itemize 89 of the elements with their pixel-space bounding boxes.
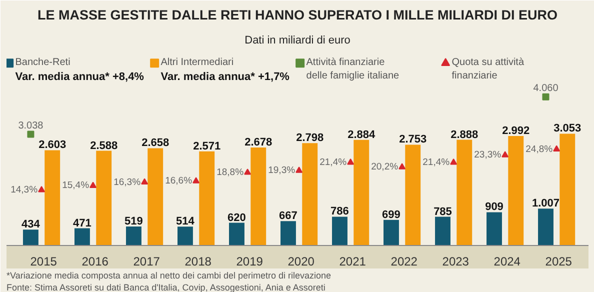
annotation: Var. media annua* +8,4% — [15, 71, 144, 84]
data-label: 909 — [485, 201, 504, 214]
data-label: 2.798 — [296, 132, 324, 144]
x-tick-label: 2025 — [545, 254, 572, 268]
point — [141, 178, 148, 184]
x-tick-label: 2020 — [288, 254, 315, 268]
x-tick-label: 2018 — [184, 254, 212, 268]
data-label: 18,8% — [216, 167, 244, 178]
point — [38, 186, 46, 192]
data-label: 2.603 — [38, 139, 66, 152]
data-label: 21,4% — [422, 156, 450, 168]
data-label: 2.571 — [193, 140, 221, 152]
bar — [250, 147, 266, 246]
data-label: 471 — [73, 217, 92, 230]
data-label: 3.038 — [18, 120, 44, 132]
data-label: 2.678 — [244, 136, 272, 148]
chart-subtitle: Dati in miliardi di euro — [244, 34, 350, 46]
data-label: 3.053 — [554, 122, 582, 135]
bar — [486, 212, 502, 246]
data-label: 21,4% — [320, 156, 348, 168]
data-label: 620 — [228, 212, 246, 224]
legend-label: Altri Intermediari — [160, 57, 234, 68]
legend-label: Quota su attività finanziarie — [452, 57, 524, 82]
bar — [199, 151, 215, 246]
data-label: 434 — [22, 218, 41, 231]
bar — [229, 222, 244, 246]
bar — [384, 220, 399, 246]
bar — [126, 226, 142, 246]
bar — [456, 140, 472, 246]
x-tick-label: 2017 — [133, 254, 160, 268]
bar — [96, 150, 112, 246]
bar — [405, 144, 421, 246]
data-label: 16,3% — [114, 176, 142, 188]
data-label: 24,8% — [526, 144, 554, 155]
x-tick-label: 2016 — [82, 254, 109, 268]
text: *Variazione media composta annua al netto dei cambi del perimetro di rilevazione — [6, 270, 332, 280]
annotation: Var. media annua* +1,7% — [160, 71, 290, 84]
bar — [354, 140, 370, 246]
point — [553, 145, 560, 152]
data-label: 2.658 — [142, 137, 170, 150]
data-label: 14,3% — [10, 184, 38, 196]
data-label: 519 — [124, 216, 143, 228]
bar — [508, 136, 524, 246]
bar — [177, 226, 193, 246]
bar — [302, 143, 318, 246]
point — [90, 182, 97, 188]
point — [450, 158, 458, 165]
legend-label: Banche-Reti — [15, 57, 70, 68]
point — [398, 163, 406, 170]
x-tick-label: 2024 — [494, 254, 521, 268]
source-note: Fonte: Stima Assoreti su dati Banca d'Italia, Covip, Assogestioni, Ania e Assoreti — [6, 282, 326, 292]
x-tick-label: 2019 — [236, 254, 264, 268]
chart-title: LE MASSE GESTITE DALLE RETI HANNO SUPERATO I MILLE MILIARDI DI EURO — [37, 8, 558, 22]
bar — [22, 230, 38, 246]
x-tick-label: 2022 — [390, 254, 418, 268]
data-label: 20,2% — [371, 162, 399, 173]
data-label: 2.888 — [450, 128, 478, 141]
point — [244, 168, 252, 175]
data-label: 15,4% — [62, 180, 90, 192]
bar — [560, 134, 576, 246]
bar — [44, 150, 60, 246]
point — [296, 166, 303, 173]
bar — [74, 228, 90, 246]
data-label: 2.992 — [502, 124, 530, 137]
bar — [148, 148, 164, 246]
data-label: 667 — [279, 210, 298, 222]
point — [347, 158, 354, 165]
bar — [280, 221, 296, 246]
data-label: 2.588 — [90, 140, 118, 152]
bar — [538, 208, 554, 246]
x-tick-label: 2021 — [339, 254, 366, 268]
data-label: 514 — [176, 216, 196, 228]
data-label: 786 — [330, 206, 349, 218]
data-label: 19,3% — [268, 165, 296, 176]
data-label: 785 — [434, 206, 452, 218]
data-label: 699 — [382, 208, 400, 221]
data-label: 23,3% — [474, 150, 502, 161]
point — [502, 151, 509, 158]
data-label: 1.007 — [532, 198, 560, 210]
x-tick-label: 2015 — [30, 254, 58, 268]
bar — [435, 216, 450, 246]
data-label: 4.060 — [533, 82, 559, 94]
data-label: 2.753 — [399, 134, 427, 146]
legend-label: Attività finanziarie delle famiglie italiane — [306, 57, 400, 82]
x-tick-label: 2023 — [442, 254, 470, 268]
point — [192, 177, 200, 184]
data-label: 16,6% — [165, 176, 193, 187]
bar — [332, 216, 348, 246]
data-label: 2.884 — [348, 128, 376, 141]
